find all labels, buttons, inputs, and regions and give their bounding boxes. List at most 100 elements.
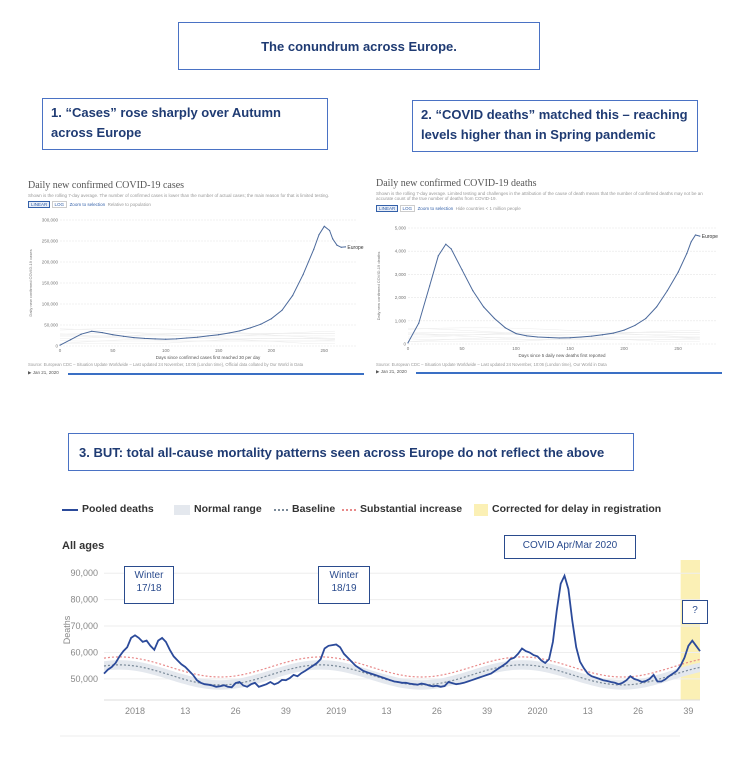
cases-chart-title: Daily new confirmed COVID-19 cases: [28, 180, 185, 191]
legend-substantial[interactable]: Substantial increase: [360, 503, 463, 515]
data-point: [690, 241, 692, 243]
data-point: [91, 330, 93, 332]
play-icon[interactable]: ▶: [376, 369, 380, 374]
y-tick-label: 1,000: [395, 318, 407, 323]
timeline-slider[interactable]: [68, 373, 364, 375]
data-point: [515, 332, 517, 335]
cases-timeline: ▶ Jan 21, 2020: [28, 370, 59, 376]
panel-title: All ages: [62, 540, 105, 552]
x-tick-label: 250: [674, 346, 682, 351]
y-tick-label: 70,000: [70, 621, 98, 631]
deaths-chart-title: Daily new confirmed COVID-19 deaths: [376, 178, 537, 189]
deaths-chart-panel: Daily new confirmed COVID-19 deaths Show…: [374, 176, 726, 376]
legend-pooled[interactable]: Pooled deaths: [82, 503, 154, 515]
background-country-line: [407, 327, 700, 333]
y-axis-label: Deaths: [62, 615, 72, 644]
data-point: [313, 248, 315, 250]
data-point: [699, 235, 701, 237]
callout-question: ?: [682, 600, 708, 624]
timeline-slider[interactable]: [416, 372, 722, 374]
linear-toggle[interactable]: LINEAR: [28, 201, 51, 208]
data-point: [291, 295, 294, 297]
background-country-line: [407, 336, 700, 342]
data-point: [407, 342, 409, 344]
timeline-date: Jan 21, 2020: [32, 370, 59, 375]
data-point: [634, 324, 636, 327]
y-tick-label: 300,000: [42, 218, 59, 223]
point-2-text: 2. “COVID deaths” matched this – reachin…: [421, 107, 688, 142]
y-tick-label: 4,000: [395, 249, 407, 254]
x-tick-label: 26: [633, 706, 643, 716]
background-country-line: [407, 332, 700, 335]
log-toggle[interactable]: LOG: [51, 201, 68, 208]
point-3-box: 3. BUT: total all-cause mortality patter…: [68, 433, 634, 471]
point-2-box: 2. “COVID deaths” matched this – reachin…: [412, 100, 698, 152]
substantial-swatch: [342, 509, 356, 511]
callout-winter-17-18-text: Winter 17/18: [134, 570, 164, 594]
hide-small-option[interactable]: Hide countries < 1 million people: [455, 206, 521, 211]
timeline-date: Jan 21, 2020: [380, 369, 407, 374]
mortality-chart-svg: 50,000 60,000 70,000 80,000 90,000 Deaths 2018…: [60, 560, 701, 737]
log-toggle[interactable]: LOG: [399, 205, 416, 212]
x-tick-label: 39: [281, 706, 291, 716]
series-end-label: Europe: [702, 234, 718, 240]
corrected-swatch: [474, 504, 488, 516]
legend-baseline[interactable]: Baseline: [292, 503, 336, 515]
callout-winter-17-18: Winter 17/18: [124, 566, 174, 604]
x-tick-label: 100: [162, 348, 170, 353]
callout-covid: COVID Apr/Mar 2020: [504, 535, 636, 559]
play-icon[interactable]: ▶: [28, 370, 32, 375]
y-tick-label: 90,000: [70, 568, 98, 578]
x-tick-label: 39: [683, 706, 693, 716]
deaths-timeline: ▶ Jan 21, 2020: [376, 369, 407, 375]
background-country-line: [408, 332, 700, 338]
y-tick-label: 3,000: [395, 272, 407, 277]
zoom-option[interactable]: Zoom to selection: [417, 206, 454, 211]
linear-toggle[interactable]: LINEAR: [376, 205, 399, 212]
cases-chart-panel: Daily new confirmed COVID-19 cases Shown…: [26, 178, 366, 378]
data-point: [122, 335, 125, 337]
data-point: [461, 269, 463, 271]
x-axis-label: Days since 5 daily new deaths first repo…: [518, 353, 606, 358]
y-tick-label: 50,000: [70, 674, 98, 684]
x-tick-label: 2020: [527, 706, 547, 716]
y-tick-label: 0: [55, 344, 58, 349]
legend-normal[interactable]: Normal range: [194, 503, 262, 515]
y-axis-label: Daily new confirmed COVID-19 deaths: [376, 252, 381, 321]
normal-range-band: [104, 660, 700, 690]
x-tick-label: 13: [583, 706, 593, 716]
data-point: [143, 337, 146, 340]
x-tick-label: 50: [460, 346, 466, 351]
y-axis-label: Daily new confirmed COVID-19 cases: [28, 249, 33, 316]
data-point: [450, 248, 452, 250]
data-point: [623, 329, 625, 331]
legend-corrected[interactable]: Corrected for delay in registration: [492, 503, 662, 515]
data-point: [175, 338, 177, 340]
data-point: [332, 238, 334, 240]
x-tick-label: 200: [268, 348, 276, 353]
data-point: [645, 317, 647, 320]
data-point: [249, 327, 251, 329]
x-tick-label: 26: [432, 706, 442, 716]
pooled-deaths-line: [103, 573, 701, 689]
background-country-line: [59, 333, 335, 337]
data-point: [655, 306, 658, 308]
data-point: [666, 290, 668, 292]
x-tick-label: 13: [180, 706, 190, 716]
point-3-text: 3. BUT: total all-cause mortality patter…: [79, 444, 605, 460]
relative-option[interactable]: Relative to population: [107, 202, 151, 207]
data-point: [686, 252, 688, 255]
data-point: [196, 336, 199, 338]
data-point: [59, 344, 61, 346]
title-text: The conundrum across Europe.: [261, 38, 457, 54]
y-tick-label: 5,000: [395, 226, 407, 231]
background-country-line: [59, 338, 335, 344]
zoom-option[interactable]: Zoom to selection: [69, 202, 106, 207]
y-tick-label: 250,000: [42, 239, 59, 244]
point-1-text: 1. “Cases” rose sharply over Autumn acro…: [51, 105, 281, 140]
data-point: [472, 290, 474, 292]
data-point: [239, 330, 241, 332]
callout-winter-18-19: Winter 18/19: [318, 566, 370, 604]
cases-controls: LINEAR LOG Zoom to selection Relative to…: [28, 201, 151, 208]
data-point: [133, 337, 135, 339]
